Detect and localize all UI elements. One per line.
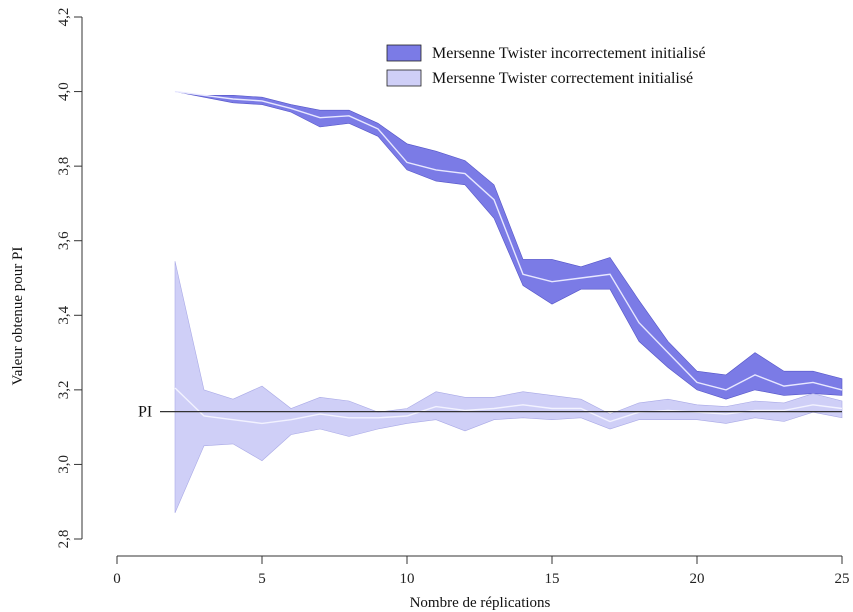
x-axis: 0 5 10 15 20 25 xyxy=(113,555,850,587)
legend-swatch-1 xyxy=(386,44,422,62)
y-tick-label: 3,6 xyxy=(56,231,72,250)
y-axis: 2,8 3,0 3,2 3,4 3,6 3,8 4,0 4,2 xyxy=(56,8,83,549)
x-axis-title: Nombre de réplications xyxy=(410,595,551,611)
legend: Mersenne Twister incorrectement initiali… xyxy=(386,44,706,87)
y-tick-label: 3,4 xyxy=(56,305,72,324)
reference-line: PI xyxy=(138,404,842,421)
series-band-1 xyxy=(174,91,843,400)
series-mean-line-1 xyxy=(174,90,843,391)
y-axis-title: Valeur obtenue pour PI xyxy=(10,247,26,386)
y-tick-label: 3,2 xyxy=(56,381,72,400)
y-tick-label: 2,8 xyxy=(56,530,72,549)
x-tick-label: 15 xyxy=(545,571,560,587)
legend-label-1: Mersenne Twister incorrectement initiali… xyxy=(432,45,706,62)
x-tick-label: 10 xyxy=(400,571,415,587)
x-tick-label: 0 xyxy=(113,571,121,587)
x-tick-label: 20 xyxy=(690,571,705,587)
y-tick-label: 3,0 xyxy=(56,455,72,474)
x-tick-label: 5 xyxy=(258,571,266,587)
reference-line-label: PI xyxy=(138,404,152,421)
series-means xyxy=(174,90,843,425)
y-tick-label: 3,8 xyxy=(56,157,72,176)
x-tick-label: 25 xyxy=(835,571,850,587)
y-tick-label: 4,0 xyxy=(56,82,72,101)
y-tick-label: 4,2 xyxy=(56,8,72,27)
legend-swatch-2 xyxy=(386,69,422,87)
series-mean-line-2 xyxy=(174,387,843,425)
series-band-2 xyxy=(174,261,843,514)
series-bands xyxy=(174,91,843,514)
legend-label-2: Mersenne Twister correctement initialisé xyxy=(432,70,693,87)
